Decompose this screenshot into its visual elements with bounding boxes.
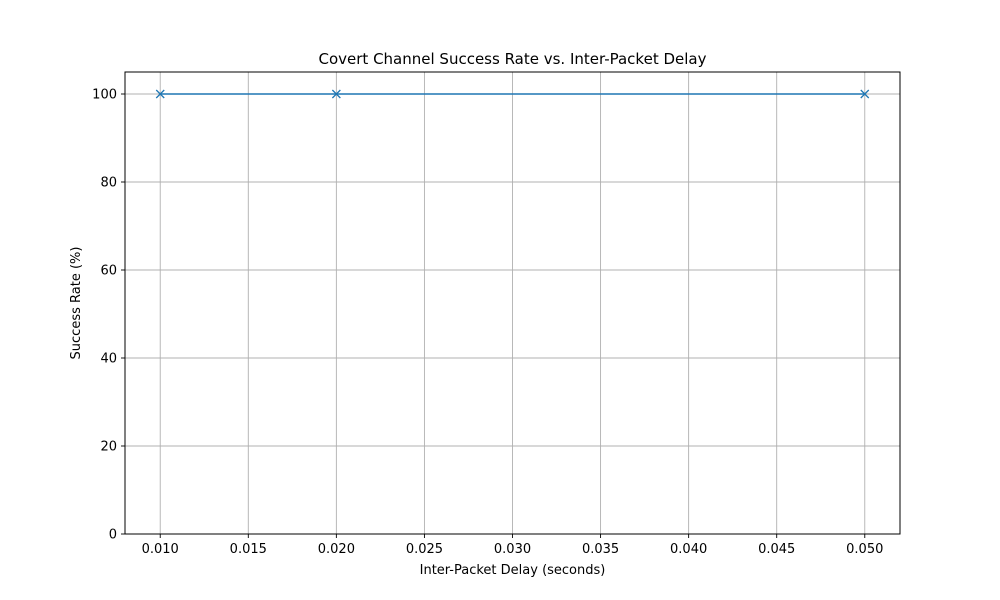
x-tick-label: 0.030 (494, 542, 531, 557)
x-tick-label: 0.025 (406, 542, 443, 557)
x-tick-label: 0.035 (582, 542, 619, 557)
y-tick-label: 100 (92, 88, 117, 103)
series-layer (155, 89, 870, 99)
x-tick-label: 0.020 (318, 542, 355, 557)
y-axis: 0 20 40 60 80 100 (92, 88, 125, 543)
y-tick-label: 0 (109, 528, 117, 543)
x-axis-label: Inter-Packet Delay (seconds) (420, 563, 606, 578)
x-tick-label: 0.040 (670, 542, 707, 557)
x-tick-label: 0.010 (142, 542, 179, 557)
y-axis-label: Success Rate (%) (69, 247, 84, 360)
data-point-marker (155, 89, 165, 99)
y-tick-label: 20 (100, 440, 117, 455)
x-axis: 0.010 0.015 0.020 0.025 0.030 0.035 0.040 0.045… (142, 534, 883, 557)
y-tick-label: 60 (100, 264, 117, 279)
data-point-marker (860, 89, 870, 99)
chart-title: Covert Channel Success Rate vs. Inter-Pa… (319, 50, 707, 68)
data-point-marker (331, 89, 341, 99)
x-tick-label: 0.050 (846, 542, 883, 557)
x-tick-label: 0.045 (758, 542, 795, 557)
y-tick-label: 80 (100, 176, 117, 191)
y-tick-label: 40 (100, 352, 117, 367)
x-tick-label: 0.015 (230, 542, 267, 557)
